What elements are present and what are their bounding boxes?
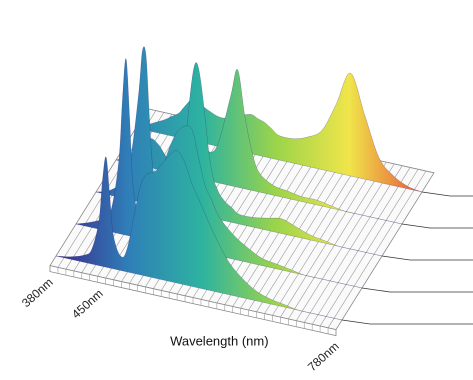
series-ridge-4 (115, 69, 403, 225)
grid-line (264, 156, 363, 314)
grid-line (280, 160, 379, 318)
leader-line-5 (421, 191, 473, 197)
grid-line (303, 165, 403, 323)
x-tick-label: 450nm (69, 286, 106, 321)
x-tick-label: 380nm (19, 275, 56, 310)
x-tick-label: 780nm (305, 339, 342, 374)
leader-line-3 (381, 255, 473, 261)
grid-line (327, 170, 427, 328)
grid-line (272, 158, 371, 316)
leader-line-2 (361, 287, 473, 293)
series-layer (55, 46, 423, 321)
leader-line-4 (401, 223, 473, 229)
series-ridge-5 (135, 72, 423, 193)
leader-lines (341, 191, 473, 325)
grid-line (319, 169, 419, 327)
series-ridge-1 (55, 150, 343, 321)
grid-line (288, 161, 387, 320)
grid-line (311, 167, 411, 325)
x-axis-title: Wavelength (nm) (170, 333, 269, 348)
grid-line (296, 163, 395, 321)
leader-line-1 (341, 319, 473, 325)
